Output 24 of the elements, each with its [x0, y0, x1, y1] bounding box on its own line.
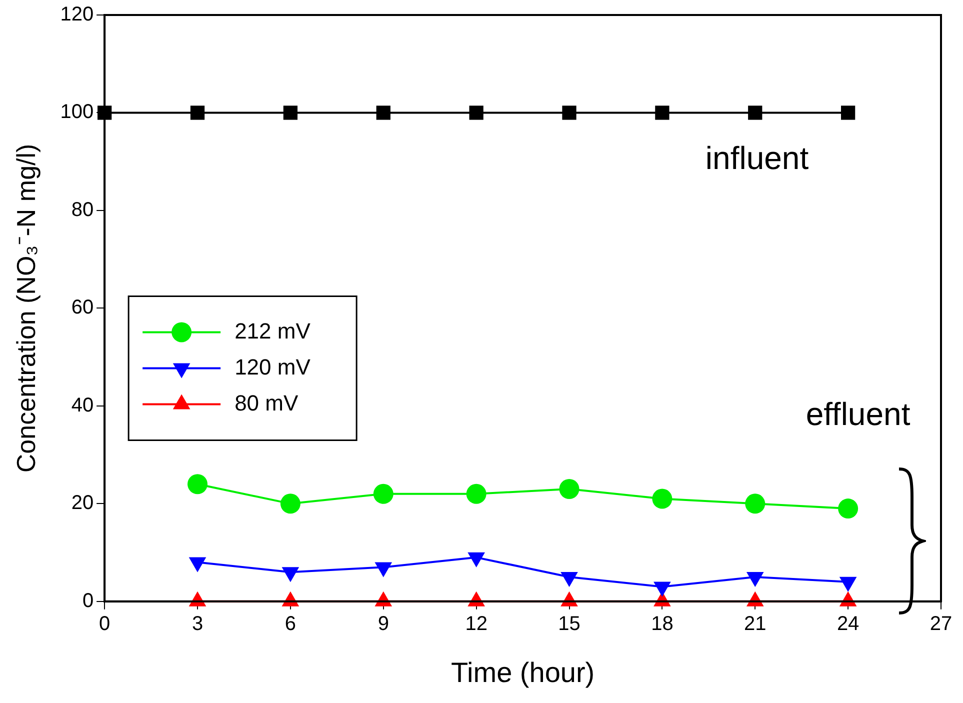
x-tick-label: 3	[192, 612, 204, 635]
x-tick-label: 18	[651, 612, 674, 635]
x-tick-label: 24	[836, 612, 860, 635]
annotation: effluent	[806, 396, 910, 432]
x-tick-label: 0	[99, 612, 110, 635]
y-tick-label: 100	[60, 101, 94, 124]
y-axis-title: Concentration (NO₃⁻-N mg/l)	[10, 144, 41, 473]
x-axis-title: Time (hour)	[450, 656, 595, 688]
x-tick-label: 6	[284, 612, 296, 635]
y-tick-label: 80	[71, 198, 94, 221]
legend-label: 120 mV	[234, 354, 311, 380]
y-tick-label: 60	[71, 296, 94, 319]
y-tick-label: 40	[71, 394, 94, 416]
y-tick-label: 0	[82, 590, 94, 612]
legend-label: 80 mV	[234, 390, 298, 416]
annotation: influent	[705, 140, 809, 176]
y-tick-label: 20	[71, 492, 94, 514]
x-tick-label: 12	[465, 612, 488, 635]
x-tick-label: 9	[378, 612, 389, 635]
x-tick-label: 27	[930, 612, 952, 635]
y-tick-label: 120	[60, 4, 94, 26]
x-tick-label: 15	[558, 612, 580, 635]
legend-label: 212 mV	[234, 318, 311, 344]
x-tick-label: 21	[744, 612, 766, 635]
